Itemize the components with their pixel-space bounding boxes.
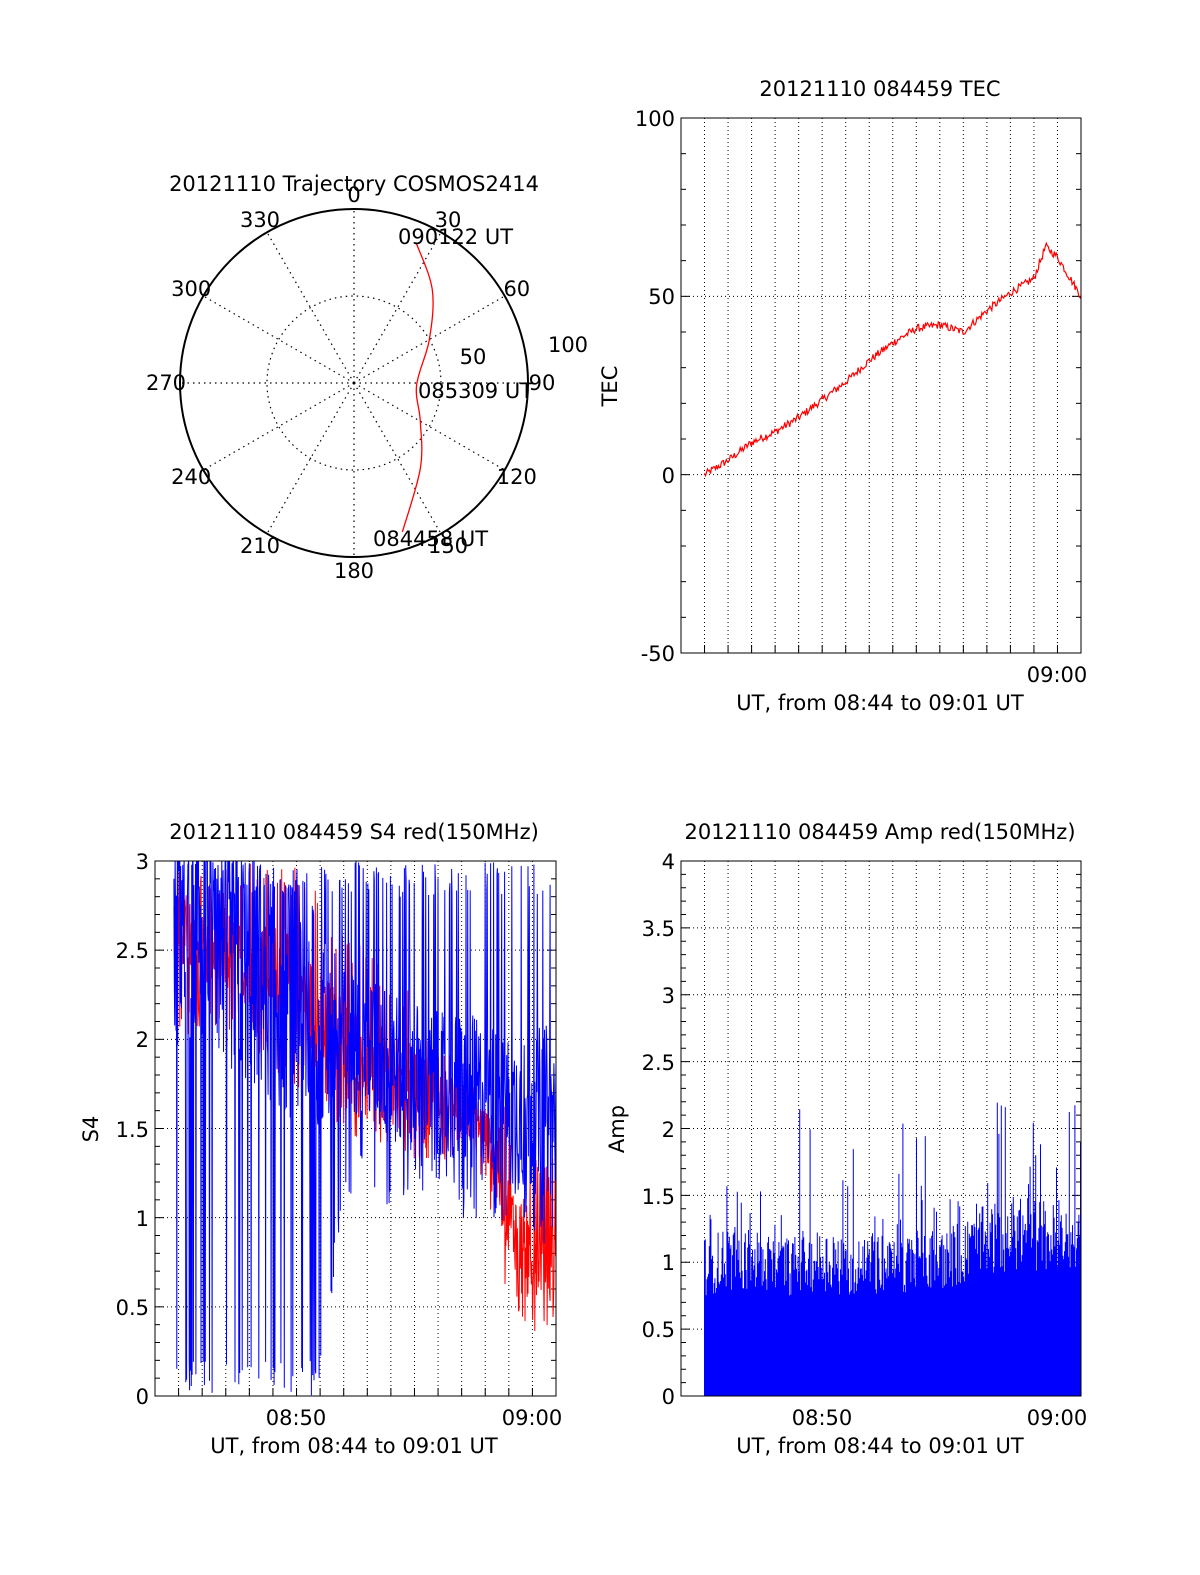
amp-y-tick-labels: 4 3.5 3 2.5 2 1.5 1 0.5 0 bbox=[642, 850, 675, 1409]
s4-ytick-1: 1 bbox=[136, 1207, 149, 1231]
polar-azimuth-label-60: 60 bbox=[503, 277, 530, 301]
tec-ylabel: TEC bbox=[598, 366, 622, 408]
s4-ytick-2: 2 bbox=[136, 1028, 149, 1052]
tec-xlabel: UT, from 08:44 to 09:01 UT bbox=[736, 691, 1024, 715]
s4-line-blue bbox=[173, 861, 556, 1396]
polar-spoke-30 bbox=[353, 232, 442, 384]
s4-y-tick-labels: 3 2.5 2 1.5 1 0.5 0 bbox=[116, 850, 149, 1409]
tec-ytick-0: 0 bbox=[662, 464, 675, 488]
s4-ytick-0.5: 0.5 bbox=[116, 1296, 149, 1320]
amp-ytick-3: 3 bbox=[662, 984, 675, 1008]
tec-line bbox=[703, 241, 1082, 478]
tec-chart: 20121110 084459 TEC 100 50 0 -50 09:00 T… bbox=[598, 77, 1087, 715]
amp-ytick-4: 4 bbox=[662, 850, 675, 874]
amp-series bbox=[704, 1102, 1081, 1396]
s4-ylabel: S4 bbox=[79, 1116, 103, 1143]
amp-ylabel: Amp bbox=[605, 1105, 629, 1153]
tec-ytick-minus50: -50 bbox=[641, 642, 675, 666]
polar-azimuth-label-120: 120 bbox=[497, 465, 537, 489]
tec-series bbox=[703, 241, 1082, 478]
polar-spoke-240 bbox=[203, 382, 355, 471]
polar-azimuth-label-270: 270 bbox=[146, 371, 186, 395]
polar-trajectory-chart: 20121110 Trajectory COSMOS2414 0 30 60 90 12… bbox=[146, 172, 588, 583]
polar-azimuth-label-330: 330 bbox=[240, 208, 280, 232]
s4-series bbox=[173, 861, 556, 1396]
polar-title: 20121110 Trajectory COSMOS2414 bbox=[169, 172, 539, 196]
polar-grid bbox=[179, 208, 529, 558]
polar-azimuth-label-210: 210 bbox=[240, 534, 280, 558]
polar-azimuth-label-150: 150 bbox=[428, 534, 468, 558]
amp-title: 20121110 084459 Amp red(150MHz) bbox=[684, 820, 1075, 844]
s4-ytick-3: 3 bbox=[136, 850, 149, 874]
polar-azimuth-labels: 0 30 60 90 120 150 180 210 240 270 300 330 bbox=[146, 183, 555, 583]
polar-spoke-330 bbox=[266, 232, 355, 384]
amp-xlabel: UT, from 08:44 to 09:01 UT bbox=[736, 1434, 1024, 1458]
s4-ytick-2.5: 2.5 bbox=[116, 939, 149, 963]
radial-label-100: 100 bbox=[548, 333, 588, 357]
polar-trajectory-series bbox=[401, 242, 434, 533]
tec-ytick-50: 50 bbox=[648, 285, 675, 309]
radial-label-50: 50 bbox=[460, 345, 487, 369]
amp-ytick-2.5: 2.5 bbox=[642, 1051, 675, 1075]
s4-plot-frame bbox=[154, 860, 557, 1397]
tec-title: 20121110 084459 TEC bbox=[759, 77, 1000, 101]
amp-xtick-0850: 08:50 bbox=[792, 1406, 853, 1430]
point-label-start: 084458 UT bbox=[373, 527, 488, 551]
s4-title: 20121110 084459 S4 red(150MHz) bbox=[169, 820, 539, 844]
s4-xlabel: UT, from 08:44 to 09:01 UT bbox=[210, 1434, 498, 1458]
tec-y-tick-labels: 100 50 0 -50 bbox=[635, 107, 675, 666]
polar-ring-50 bbox=[266, 295, 442, 471]
tec-xtick-0900: 09:00 bbox=[1027, 663, 1088, 687]
point-label-mid: 085309 UT bbox=[418, 379, 533, 403]
amp-ytick-3.5: 3.5 bbox=[642, 917, 675, 941]
polar-spoke-60 bbox=[353, 295, 505, 384]
polar-spoke-150 bbox=[353, 382, 442, 534]
polar-spoke-210 bbox=[266, 382, 355, 534]
amp-bars bbox=[704, 1102, 1081, 1396]
amp-ytick-0.5: 0.5 bbox=[642, 1318, 675, 1342]
polar-spoke-120 bbox=[353, 382, 505, 471]
amp-plot-frame bbox=[680, 860, 1082, 1397]
polar-azimuth-label-300: 300 bbox=[171, 277, 211, 301]
polar-azimuth-label-30: 30 bbox=[435, 208, 462, 232]
s4-xtick-0850: 08:50 bbox=[266, 1406, 327, 1430]
amp-ytick-2: 2 bbox=[662, 1118, 675, 1142]
amp-xtick-0900: 09:00 bbox=[1027, 1406, 1088, 1430]
tec-grid bbox=[681, 117, 1081, 654]
amp-ytick-1.5: 1.5 bbox=[642, 1185, 675, 1209]
polar-spoke-300 bbox=[203, 295, 355, 384]
polar-outer-circle bbox=[179, 208, 529, 558]
polar-azimuth-label-0: 0 bbox=[347, 183, 360, 207]
s4-chart: 20121110 084459 S4 red(150MHz) 3 2.5 2 1… bbox=[79, 820, 562, 1458]
s4-ytick-0: 0 bbox=[136, 1385, 149, 1409]
s4-ytick-1.5: 1.5 bbox=[116, 1118, 149, 1142]
tec-ytick-100: 100 bbox=[635, 107, 675, 131]
polar-azimuth-label-240: 240 bbox=[171, 465, 211, 489]
point-label-end: 090122 UT bbox=[398, 225, 513, 249]
amp-ytick-1: 1 bbox=[662, 1251, 675, 1275]
tec-plot-frame bbox=[680, 117, 1082, 654]
amp-chart: 20121110 084459 Amp red(150MHz) 4 3.5 3 … bbox=[605, 820, 1087, 1458]
amp-ytick-0: 0 bbox=[662, 1385, 675, 1409]
polar-trajectory-line bbox=[401, 242, 434, 533]
s4-xtick-0900: 09:00 bbox=[502, 1406, 563, 1430]
polar-azimuth-label-180: 180 bbox=[334, 559, 374, 583]
polar-azimuth-label-90: 90 bbox=[529, 371, 556, 395]
